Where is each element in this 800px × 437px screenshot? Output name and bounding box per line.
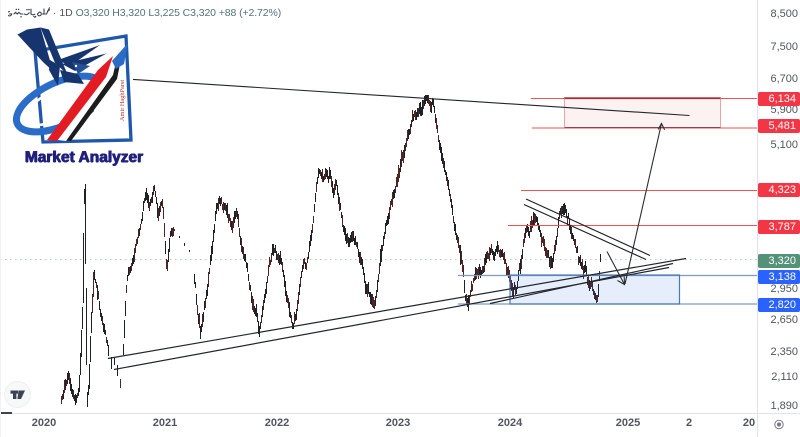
svg-text:Amir HaghParst: Amir HaghParst [119,80,126,121]
